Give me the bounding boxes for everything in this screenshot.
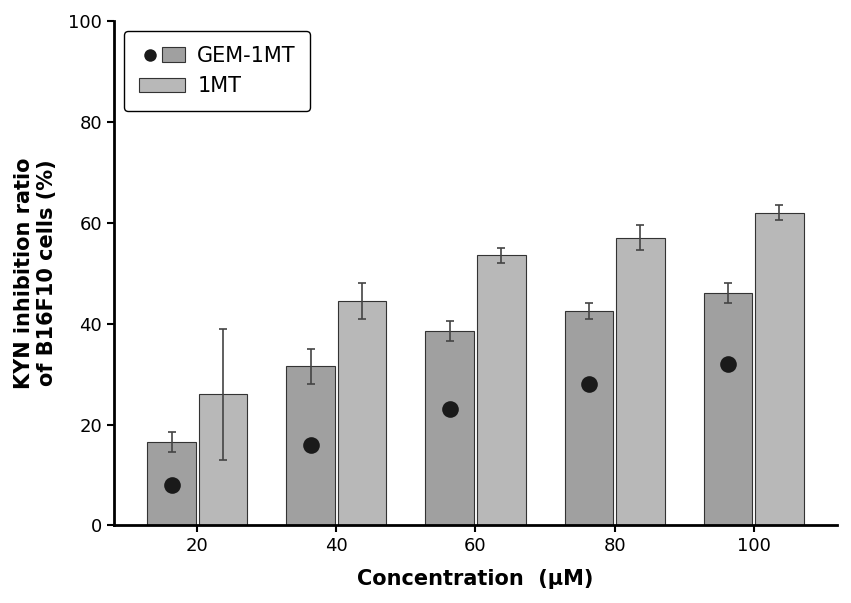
- Bar: [286, 367, 335, 525]
- Bar: [477, 256, 526, 525]
- Bar: [199, 394, 248, 525]
- Bar: [147, 442, 196, 525]
- X-axis label: Concentration  (μM): Concentration (μM): [357, 569, 594, 589]
- Bar: [426, 331, 474, 525]
- Bar: [755, 213, 803, 525]
- Bar: [338, 301, 386, 525]
- Bar: [564, 311, 614, 525]
- Bar: [704, 293, 752, 525]
- Legend: GEM-1MT, 1MT: GEM-1MT, 1MT: [124, 31, 311, 111]
- Y-axis label: KYN inhibition ratio
of B16F10 cells (%): KYN inhibition ratio of B16F10 cells (%): [14, 157, 57, 389]
- Bar: [616, 238, 665, 525]
